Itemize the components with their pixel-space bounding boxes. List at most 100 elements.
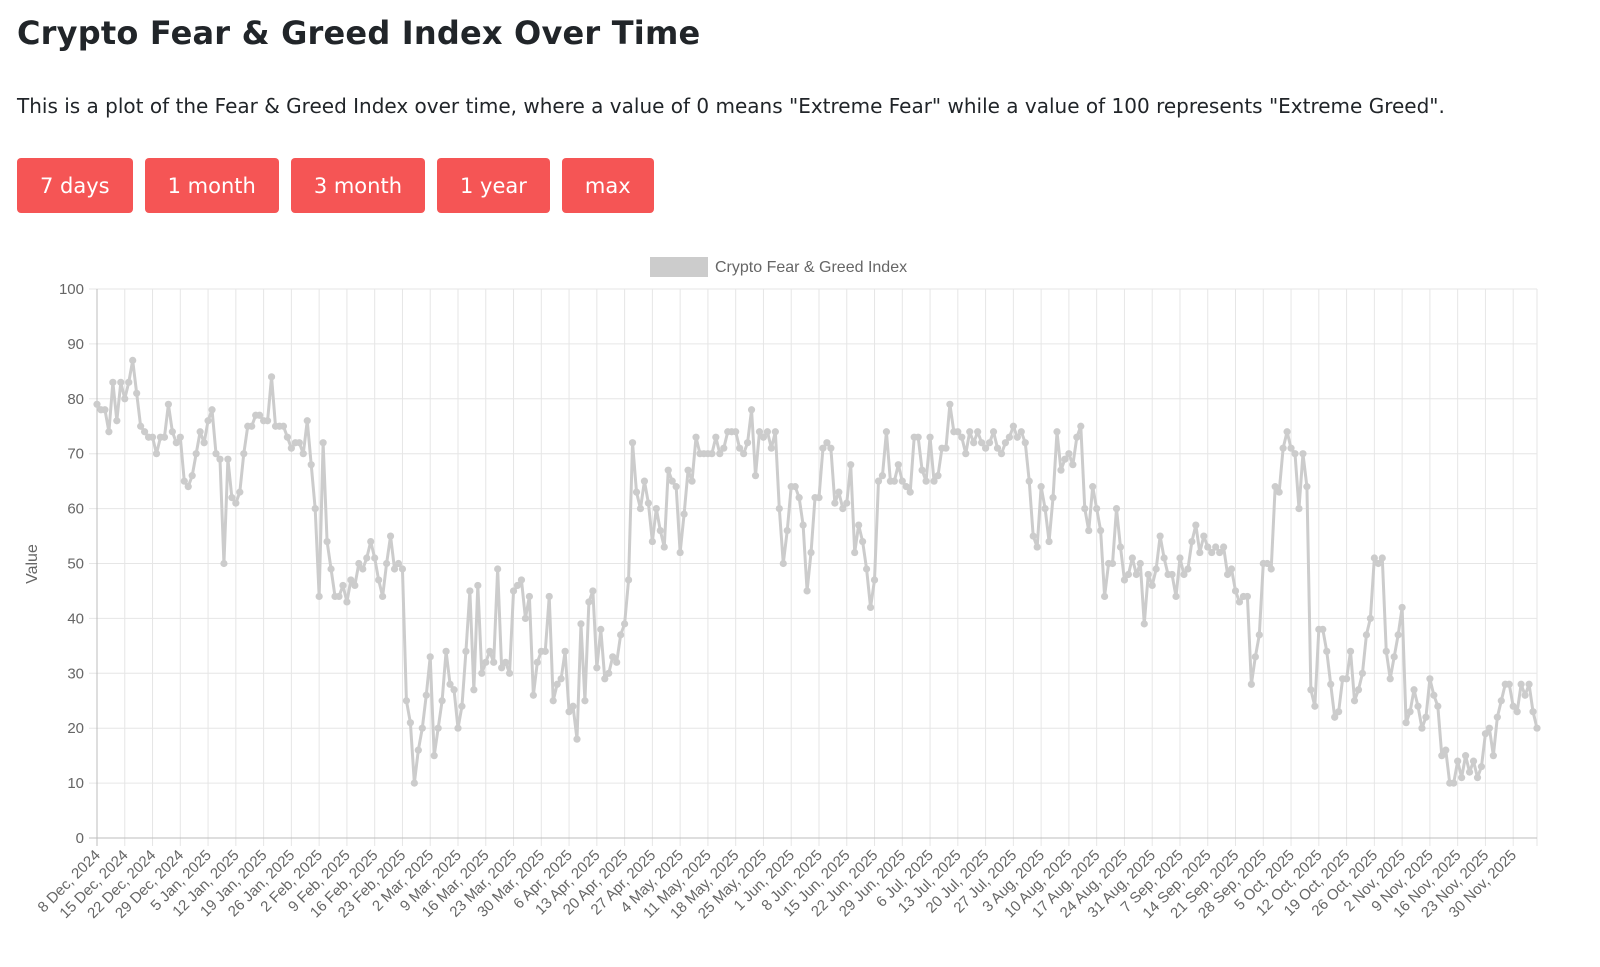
data-point xyxy=(898,477,906,485)
data-point xyxy=(462,647,470,655)
series-line xyxy=(95,358,1539,785)
data-point xyxy=(1116,543,1125,551)
data-point xyxy=(835,488,843,496)
data-point xyxy=(323,537,331,546)
data-point xyxy=(502,658,510,666)
legend-swatch xyxy=(650,257,708,277)
data-point xyxy=(1005,433,1014,441)
data-point xyxy=(1045,537,1053,546)
data-point xyxy=(1049,494,1057,502)
series-points xyxy=(93,356,1541,787)
data-point xyxy=(113,417,121,425)
range-7-days-button[interactable]: 7 days xyxy=(17,158,133,213)
data-point xyxy=(200,439,208,447)
data-point xyxy=(494,565,502,573)
data-point xyxy=(390,565,399,573)
data-point xyxy=(267,373,276,381)
chart-legend[interactable]: Crypto Fear & Greed Index xyxy=(650,257,907,277)
data-point xyxy=(458,702,466,710)
data-point xyxy=(795,494,803,502)
data-point xyxy=(1517,680,1525,688)
data-point xyxy=(355,559,363,568)
data-point xyxy=(101,406,109,414)
data-point xyxy=(914,433,922,441)
data-point xyxy=(1132,570,1140,579)
data-point xyxy=(1216,548,1224,557)
y-tick-label: 50 xyxy=(67,556,84,573)
data-point xyxy=(1386,675,1394,683)
data-point xyxy=(613,658,621,666)
range-3-month-button[interactable]: 3 month xyxy=(290,158,426,213)
data-point xyxy=(692,433,700,441)
data-point xyxy=(609,653,617,661)
data-point xyxy=(819,444,827,452)
data-point xyxy=(974,428,982,436)
data-point xyxy=(688,477,696,485)
data-point xyxy=(775,505,783,513)
data-point xyxy=(180,477,188,485)
data-point xyxy=(1450,779,1458,787)
data-point xyxy=(160,433,169,441)
data-point xyxy=(1017,428,1025,436)
data-point xyxy=(565,708,573,716)
y-axis-ticks: 0 10 20 30 40 50 60 70 80 90 100 xyxy=(59,281,84,847)
data-point xyxy=(339,581,347,590)
data-point xyxy=(168,428,176,436)
data-point xyxy=(1442,746,1450,754)
data-point xyxy=(1335,708,1343,716)
page-title: Crypto Fear & Greed Index Over Time xyxy=(17,14,701,52)
data-point xyxy=(1406,708,1414,716)
data-point xyxy=(640,477,649,485)
data-point xyxy=(1350,697,1359,705)
range-button-group: 7 days 1 month 3 month 1 year max xyxy=(17,158,654,213)
data-point xyxy=(823,439,831,447)
data-point xyxy=(1184,565,1192,573)
data-point xyxy=(628,439,637,447)
data-point xyxy=(716,450,724,458)
data-point xyxy=(529,691,537,699)
data-point xyxy=(486,647,494,655)
data-point xyxy=(359,565,367,573)
data-point xyxy=(1533,724,1541,732)
data-point xyxy=(1231,587,1240,595)
data-point xyxy=(434,724,442,732)
page-description: This is a plot of the Fear & Greed Index… xyxy=(17,94,1445,118)
data-point xyxy=(1061,455,1069,463)
range-1-year-button[interactable]: 1 year xyxy=(437,158,550,213)
data-point xyxy=(204,417,212,425)
data-point xyxy=(438,697,446,705)
data-point xyxy=(363,554,371,562)
data-point xyxy=(1493,713,1501,721)
range-max-button[interactable]: max xyxy=(561,158,654,213)
data-point xyxy=(367,537,375,546)
range-1-month-button[interactable]: 1 month xyxy=(144,158,279,213)
data-point xyxy=(287,444,295,452)
data-point xyxy=(1251,653,1259,661)
data-point xyxy=(525,592,534,601)
data-point xyxy=(1295,505,1303,513)
data-point xyxy=(966,428,974,436)
data-point xyxy=(466,587,474,595)
data-point xyxy=(1101,592,1109,601)
data-point xyxy=(1077,422,1085,430)
data-point xyxy=(1208,548,1216,557)
data-point xyxy=(1473,774,1482,782)
data-point xyxy=(1140,620,1148,628)
data-point xyxy=(878,472,887,480)
data-point xyxy=(1009,422,1017,430)
data-point xyxy=(248,422,256,430)
data-point xyxy=(1366,614,1374,622)
data-point xyxy=(1465,768,1474,776)
data-point xyxy=(1291,450,1299,458)
data-point xyxy=(1172,592,1180,601)
data-point xyxy=(1481,730,1490,738)
data-point xyxy=(93,400,101,408)
data-point xyxy=(1458,774,1466,782)
data-point xyxy=(1227,565,1236,573)
data-point xyxy=(1220,543,1228,551)
data-point xyxy=(454,724,462,732)
data-point xyxy=(1327,680,1335,688)
data-point xyxy=(513,581,522,590)
data-point xyxy=(982,444,990,452)
